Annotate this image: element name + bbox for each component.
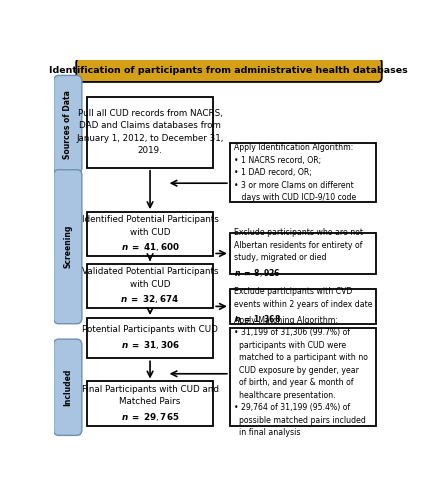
- Text: Sources of Data: Sources of Data: [63, 90, 72, 159]
- Bar: [87, 212, 213, 256]
- Bar: [87, 264, 213, 308]
- FancyBboxPatch shape: [54, 339, 82, 436]
- FancyBboxPatch shape: [76, 58, 382, 82]
- Bar: [87, 382, 213, 426]
- Bar: [230, 328, 376, 426]
- Bar: [230, 233, 376, 274]
- Bar: [87, 318, 213, 358]
- Text: Exclude participants who are not
Albertan residents for entirety of
study, migra: Exclude participants who are not Alberta…: [234, 228, 363, 278]
- Bar: [87, 96, 213, 168]
- Bar: [230, 289, 376, 324]
- Bar: [230, 143, 376, 203]
- Text: Included: Included: [63, 368, 72, 406]
- Text: Exclude participants with CVD
events within 2 years of index date
$\boldsymbol{n: Exclude participants with CVD events wit…: [234, 288, 372, 326]
- Text: Potential Participants with CUD
$\boldsymbol{n}$ $\boldsymbol{=}$ $\boldsymbol{3: Potential Participants with CUD $\boldsy…: [82, 326, 218, 351]
- Text: Identification of participants from administrative health databases: Identification of participants from admi…: [49, 66, 408, 74]
- Text: Apply Matching Algorithm:
• 31,199 of 31,306 (99.7%) of
  participants with CUD : Apply Matching Algorithm: • 31,199 of 31…: [234, 316, 368, 438]
- Text: Pull all CUD records from NACRS,
DAD and Claims databases from
January 1, 2012, : Pull all CUD records from NACRS, DAD and…: [76, 109, 224, 156]
- Text: Apply Identification Algorithm:
• 1 NACRS record, OR;
• 1 DAD record, OR;
• 3 or: Apply Identification Algorithm: • 1 NACR…: [234, 143, 356, 202]
- Text: Validated Potential Participants
with CUD
$\boldsymbol{n}$ $\boldsymbol{=}$ $\bo: Validated Potential Participants with CU…: [82, 267, 218, 305]
- FancyBboxPatch shape: [54, 76, 82, 174]
- Text: Identified Potential Participants
with CUD
$\boldsymbol{n}$ $\boldsymbol{=}$ $\b: Identified Potential Participants with C…: [82, 215, 218, 253]
- FancyBboxPatch shape: [54, 170, 82, 324]
- Text: Screening: Screening: [63, 225, 72, 268]
- Text: Final Participants with CUD and
Matched Pairs
$\boldsymbol{n}$ $\boldsymbol{=}$ : Final Participants with CUD and Matched …: [82, 384, 218, 422]
